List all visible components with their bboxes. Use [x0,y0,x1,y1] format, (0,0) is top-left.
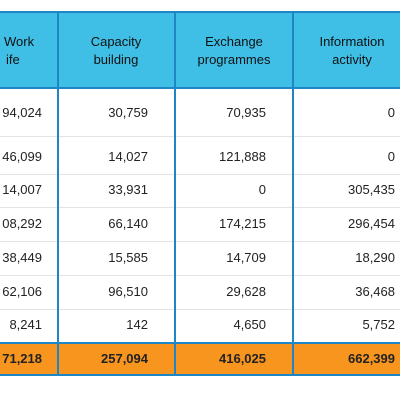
table-cell: 18,290 [355,250,395,265]
table-cell: 96,510 [108,284,148,299]
column-border [174,12,176,375]
table-cell: 14,007 [2,182,42,197]
table-cell: 174,215 [219,216,266,231]
table-cell: 5,752 [362,317,395,332]
table-cell: 94,024 [2,105,42,120]
table-cell: 29,628 [226,284,266,299]
table-cell: 66,140 [108,216,148,231]
table-cell: 0 [387,105,395,120]
header-text: Capacity [90,34,142,49]
table-cell: 0 [258,182,266,197]
table-cell: 8,241 [9,317,42,332]
table-cell: 296,454 [348,216,395,231]
total-cell: 71,218 [2,351,42,366]
table-cell: 38,449 [2,250,42,265]
row-divider [0,136,400,137]
header-text: programmes [197,52,271,67]
table-cell: 33,931 [108,182,148,197]
table-cell: 0 [387,149,395,164]
table-cell: 14,027 [108,149,148,164]
header-text: building [93,52,139,67]
header-text: Information [319,34,385,49]
row-divider [0,309,400,310]
table-cell: 08,292 [2,216,42,231]
column-border [292,12,294,375]
header-text: ife [6,52,20,67]
row-border [0,87,400,89]
row-divider [0,174,400,175]
table-cell: 305,435 [348,182,395,197]
table-cell: 46,099 [2,149,42,164]
table-cell: 70,935 [226,105,266,120]
total-cell: 662,399 [348,351,395,366]
table-cell: 15,585 [108,250,148,265]
total-cell: 257,094 [101,351,148,366]
row-divider [0,207,400,208]
row-border [0,11,400,13]
table-cell: 14,709 [226,250,266,265]
header-text: Exchange [205,34,263,49]
row-border [0,342,400,344]
total-band [0,343,400,375]
header-text: activity [332,52,372,67]
header-band [0,12,400,88]
table-cell: 30,759 [108,105,148,120]
column-border [57,12,59,375]
table-cell: 36,468 [355,284,395,299]
table-cell: 62,106 [2,284,42,299]
header-text: Work [4,34,35,49]
table-cell: 142 [126,317,148,332]
total-cell: 416,025 [219,351,266,366]
row-divider [0,275,400,276]
table-cell: 121,888 [219,149,266,164]
table-cell: 4,650 [233,317,266,332]
row-divider [0,241,400,242]
row-border [0,374,400,376]
